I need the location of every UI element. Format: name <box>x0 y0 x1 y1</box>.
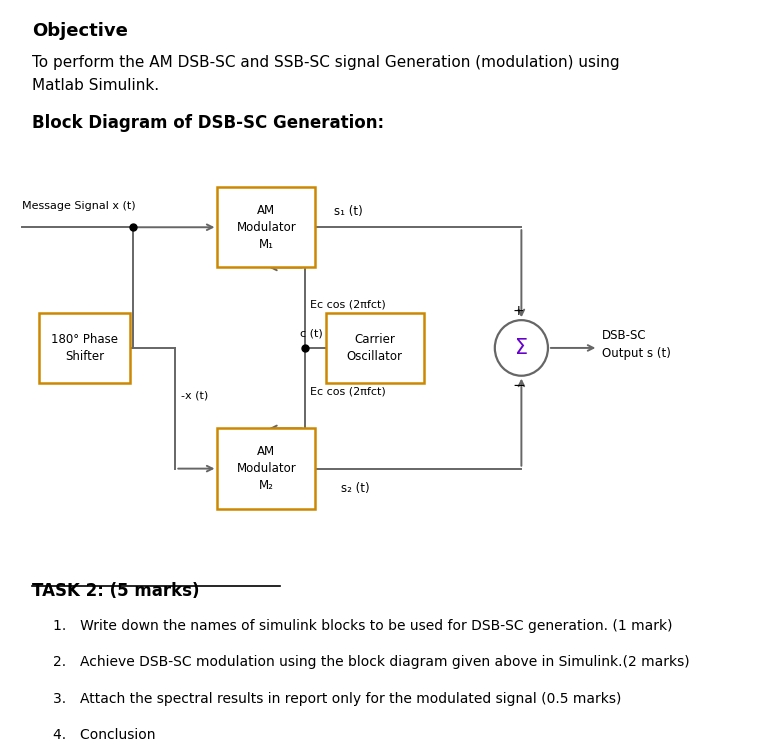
Text: Σ: Σ <box>515 338 528 358</box>
Text: 4. Conclusion: 4. Conclusion <box>53 729 155 742</box>
Circle shape <box>495 320 548 375</box>
Text: s₂ (t): s₂ (t) <box>341 482 370 494</box>
Text: 1. Write down the names of simulink blocks to be used for DSB-SC generation. (1 : 1. Write down the names of simulink bloc… <box>53 619 672 633</box>
Text: Block Diagram of DSB-SC Generation:: Block Diagram of DSB-SC Generation: <box>32 114 384 132</box>
Text: TASK 2: (5 marks): TASK 2: (5 marks) <box>32 582 200 600</box>
FancyBboxPatch shape <box>326 313 423 383</box>
Text: 2. Achieve DSB-SC modulation using the block diagram given above in Simulink.(2 : 2. Achieve DSB-SC modulation using the b… <box>53 655 690 669</box>
Text: +: + <box>513 304 524 319</box>
Text: Objective: Objective <box>32 22 128 40</box>
Text: To perform the AM DSB-SC and SSB-SC signal Generation (modulation) using
Matlab : To perform the AM DSB-SC and SSB-SC sign… <box>32 55 620 93</box>
Text: 3. Attach the spectral results in report only for the modulated signal (0.5 mark: 3. Attach the spectral results in report… <box>53 692 622 705</box>
Text: s₁ (t): s₁ (t) <box>334 206 363 218</box>
Text: Carrier
Oscillator: Carrier Oscillator <box>347 333 403 363</box>
Text: Eᴄ cos (2πfᴄt): Eᴄ cos (2πfᴄt) <box>310 299 386 309</box>
Text: -x (t): -x (t) <box>181 391 209 401</box>
Text: −: − <box>512 378 525 393</box>
Text: c (t): c (t) <box>301 328 323 338</box>
Text: Eᴄ cos (2πfᴄt): Eᴄ cos (2πfᴄt) <box>310 387 386 397</box>
FancyBboxPatch shape <box>217 187 316 268</box>
FancyBboxPatch shape <box>39 313 130 383</box>
Text: AM
Modulator
M₁: AM Modulator M₁ <box>237 203 296 251</box>
FancyBboxPatch shape <box>217 429 316 509</box>
Text: 180° Phase
Shifter: 180° Phase Shifter <box>51 333 118 363</box>
Text: AM
Modulator
M₂: AM Modulator M₂ <box>237 445 296 492</box>
Text: DSB-SC
Output s (t): DSB-SC Output s (t) <box>602 329 671 360</box>
Text: Message Signal x (t): Message Signal x (t) <box>22 201 135 211</box>
